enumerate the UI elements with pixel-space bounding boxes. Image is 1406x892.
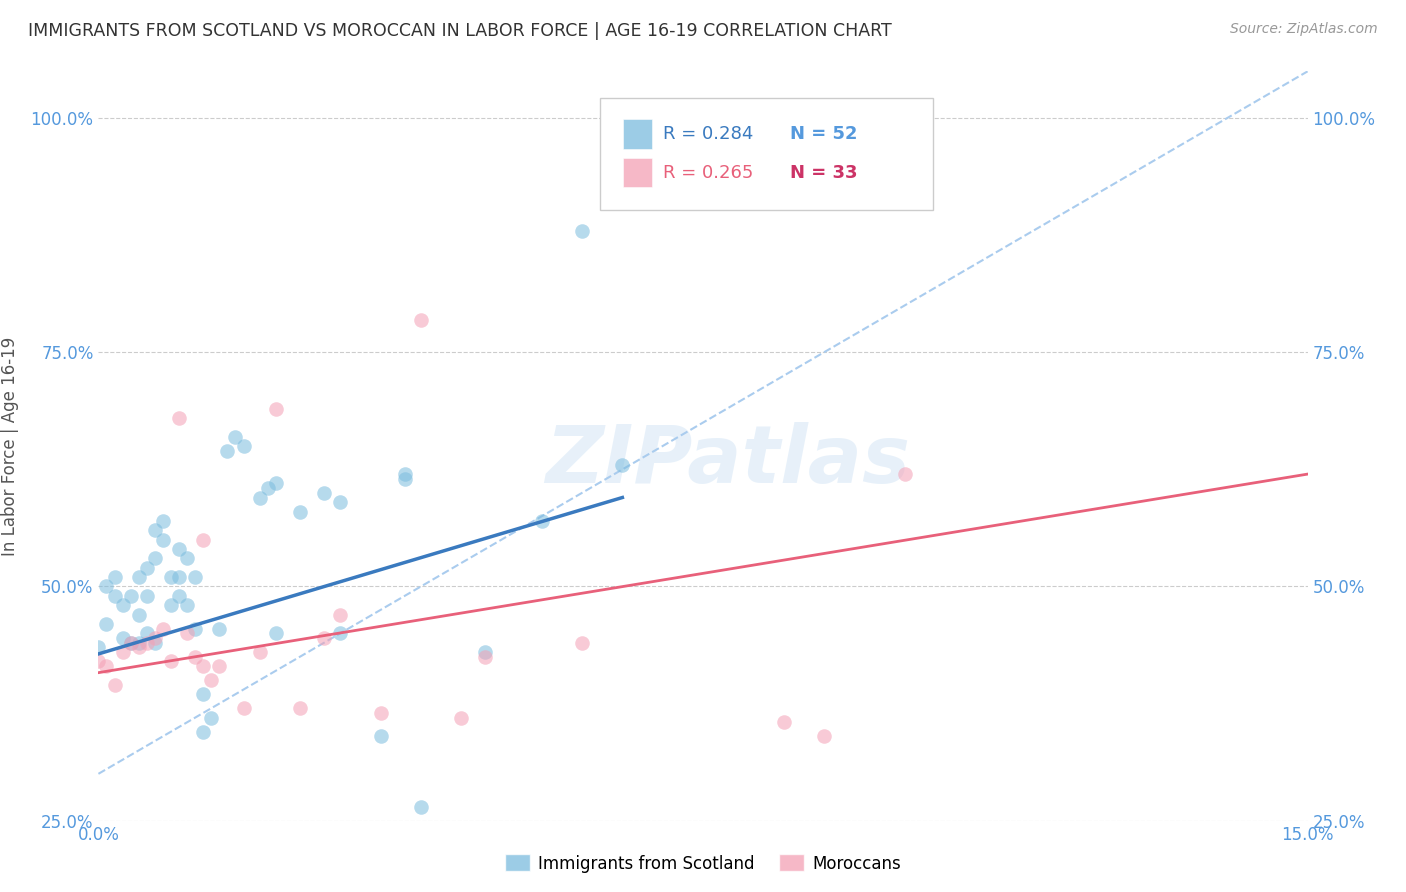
- Point: [184, 622, 207, 636]
- Point: [394, 467, 416, 482]
- FancyBboxPatch shape: [623, 119, 652, 149]
- Point: [264, 626, 287, 640]
- Point: [264, 401, 287, 416]
- Point: [249, 491, 271, 505]
- Point: [370, 730, 392, 744]
- Text: ZIPatlas: ZIPatlas: [544, 422, 910, 500]
- Point: [160, 570, 183, 584]
- Point: [143, 551, 166, 566]
- Point: [135, 635, 157, 649]
- Point: [612, 458, 634, 472]
- Point: [200, 711, 222, 725]
- Point: [772, 715, 794, 730]
- Point: [208, 622, 231, 636]
- Text: R = 0.265: R = 0.265: [664, 163, 754, 181]
- Point: [193, 659, 215, 673]
- Text: Source: ZipAtlas.com: Source: ZipAtlas.com: [1230, 22, 1378, 37]
- Point: [128, 570, 150, 584]
- Point: [103, 570, 125, 584]
- Text: N = 52: N = 52: [790, 125, 858, 143]
- Point: [87, 640, 110, 655]
- Point: [314, 486, 336, 500]
- Point: [135, 626, 157, 640]
- Point: [143, 635, 166, 649]
- Point: [370, 706, 392, 720]
- Point: [193, 533, 215, 547]
- Point: [143, 631, 166, 645]
- Point: [111, 645, 134, 659]
- Point: [152, 533, 174, 547]
- Point: [394, 472, 416, 486]
- Point: [184, 649, 207, 664]
- Y-axis label: In Labor Force | Age 16-19: In Labor Force | Age 16-19: [1, 336, 20, 556]
- Point: [409, 799, 432, 814]
- Point: [176, 551, 198, 566]
- Point: [167, 541, 190, 557]
- Point: [893, 467, 915, 482]
- Text: N = 33: N = 33: [790, 163, 858, 181]
- Point: [111, 599, 134, 613]
- Point: [329, 607, 352, 622]
- Point: [96, 580, 118, 594]
- Point: [135, 589, 157, 603]
- Point: [329, 626, 352, 640]
- FancyBboxPatch shape: [600, 97, 932, 210]
- Point: [96, 659, 118, 673]
- Point: [152, 514, 174, 528]
- Point: [224, 430, 246, 444]
- FancyBboxPatch shape: [623, 158, 652, 187]
- Point: [160, 599, 183, 613]
- Point: [474, 645, 496, 659]
- Point: [193, 724, 215, 739]
- Point: [96, 617, 118, 632]
- Point: [571, 635, 593, 649]
- Point: [409, 312, 432, 326]
- Point: [103, 678, 125, 692]
- Point: [184, 570, 207, 584]
- Point: [256, 481, 278, 495]
- Point: [394, 884, 416, 892]
- Point: [87, 655, 110, 669]
- Point: [813, 730, 835, 744]
- Point: [128, 640, 150, 655]
- Point: [571, 224, 593, 238]
- Point: [217, 443, 239, 458]
- Point: [143, 523, 166, 537]
- Point: [208, 659, 231, 673]
- Point: [135, 561, 157, 575]
- Point: [167, 589, 190, 603]
- Point: [176, 599, 198, 613]
- Text: IMMIGRANTS FROM SCOTLAND VS MOROCCAN IN LABOR FORCE | AGE 16-19 CORRELATION CHAR: IMMIGRANTS FROM SCOTLAND VS MOROCCAN IN …: [28, 22, 891, 40]
- Point: [128, 607, 150, 622]
- Point: [103, 589, 125, 603]
- Legend: Immigrants from Scotland, Moroccans: Immigrants from Scotland, Moroccans: [498, 847, 908, 880]
- Point: [314, 631, 336, 645]
- Point: [152, 622, 174, 636]
- Point: [160, 655, 183, 669]
- Point: [288, 701, 311, 715]
- Point: [474, 649, 496, 664]
- Point: [264, 476, 287, 491]
- Text: R = 0.284: R = 0.284: [664, 125, 754, 143]
- Point: [167, 410, 190, 425]
- Point: [193, 687, 215, 701]
- Point: [120, 635, 142, 649]
- Point: [111, 631, 134, 645]
- Point: [249, 645, 271, 659]
- Point: [120, 635, 142, 649]
- Point: [530, 514, 553, 528]
- Point: [288, 505, 311, 519]
- Point: [128, 635, 150, 649]
- Point: [200, 673, 222, 688]
- Point: [450, 711, 472, 725]
- Point: [232, 701, 254, 715]
- Point: [120, 589, 142, 603]
- Point: [329, 495, 352, 509]
- Point: [232, 439, 254, 453]
- Point: [167, 570, 190, 584]
- Point: [176, 626, 198, 640]
